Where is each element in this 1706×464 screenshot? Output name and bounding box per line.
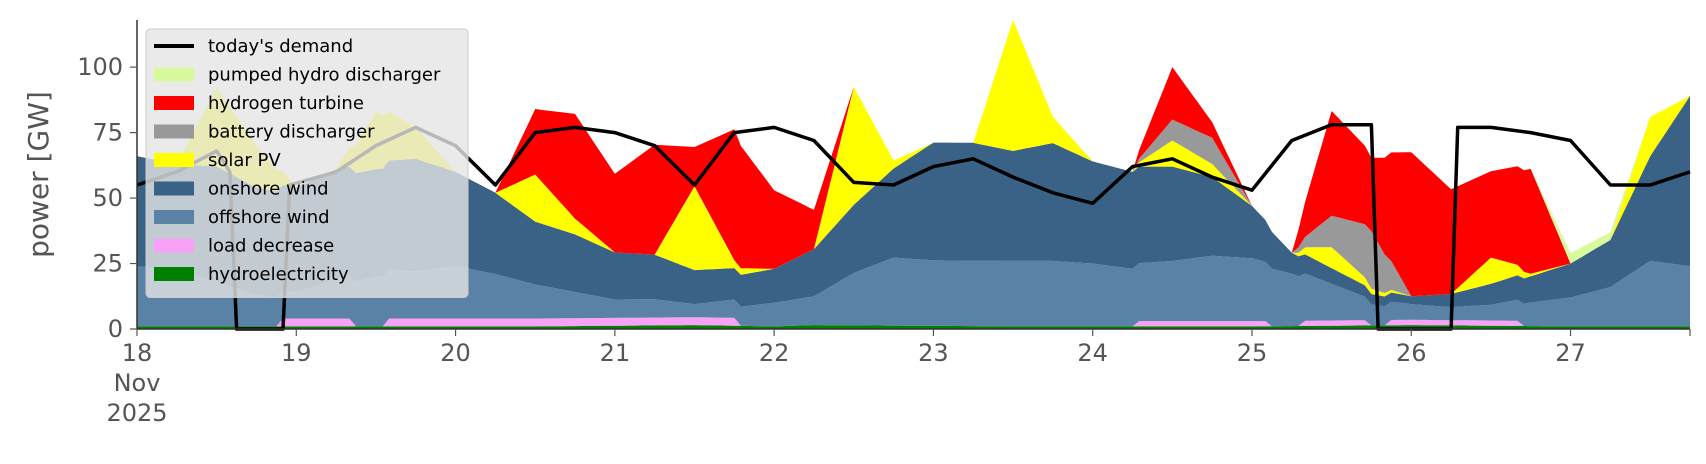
legend-label-hydrogen-turbine: hydrogen turbine	[208, 93, 364, 114]
legend-label-pumped-hydro-discharger: pumped hydro discharger	[208, 65, 441, 86]
stacked-areas	[137, 20, 1690, 329]
y-axis-label: power [GW]	[22, 91, 55, 258]
x-tick-label: 20	[440, 339, 471, 367]
axes: 0 25 50 75 100 18 Nov 2025 19 20 21 22 23 24 25 26 27 pow…	[22, 20, 1691, 427]
x-tick-label: 18 Nov 2025	[106, 339, 167, 427]
area-onshore-wind	[137, 95, 1690, 308]
y-tick-label: 50	[92, 184, 123, 212]
area-load-decrease	[137, 317, 1690, 327]
x-tick-label: 21	[600, 339, 631, 367]
legend-label-solar-pv: solar PV	[208, 150, 281, 171]
y-tick-label: 25	[92, 250, 123, 278]
legend-swatch-solar-pv	[154, 153, 194, 167]
legend-label-battery-discharger: battery discharger	[208, 122, 375, 143]
legend-swatch-battery-discharger	[154, 124, 194, 139]
x-tick-label: 19	[281, 339, 312, 367]
x-tick-label: 24	[1077, 339, 1108, 367]
x-tick-label: 22	[759, 339, 790, 367]
legend: today's demand pumped hydro discharger hyd…	[145, 28, 469, 298]
y-tick-label: 75	[92, 119, 123, 147]
legend-swatch-offshore-wind	[154, 210, 194, 224]
legend-label-onshore-wind: onshore wind	[208, 179, 329, 200]
area-hydrogen-turbine	[137, 20, 1690, 297]
y-tick-label: 100	[77, 53, 123, 81]
area-offshore-wind	[137, 255, 1690, 327]
legend-swatch-pumped-hydro-discharger	[154, 67, 194, 82]
y-tick-label: 0	[108, 315, 123, 343]
legend-swatch-hydroelectricity	[154, 267, 194, 281]
legend-swatch-onshore-wind	[154, 181, 194, 196]
x-tick-label: 25	[1237, 339, 1268, 367]
legend-swatch-load-decrease	[154, 238, 194, 253]
x-tick-label: 27	[1555, 339, 1586, 367]
area-hydroelectricity	[137, 325, 1690, 329]
legend-label-load-decrease: load decrease	[208, 236, 334, 257]
legend-box	[145, 28, 469, 298]
x-tick-label: 26	[1396, 339, 1427, 367]
legend-label-hydroelectricity: hydroelectricity	[208, 264, 349, 285]
legend-swatch-hydrogen-turbine	[154, 96, 194, 110]
legend-label-today-s-demand: today's demand	[208, 36, 353, 57]
x-tick-label: 23	[918, 339, 949, 367]
legend-label-offshore-wind: offshore wind	[208, 207, 330, 228]
